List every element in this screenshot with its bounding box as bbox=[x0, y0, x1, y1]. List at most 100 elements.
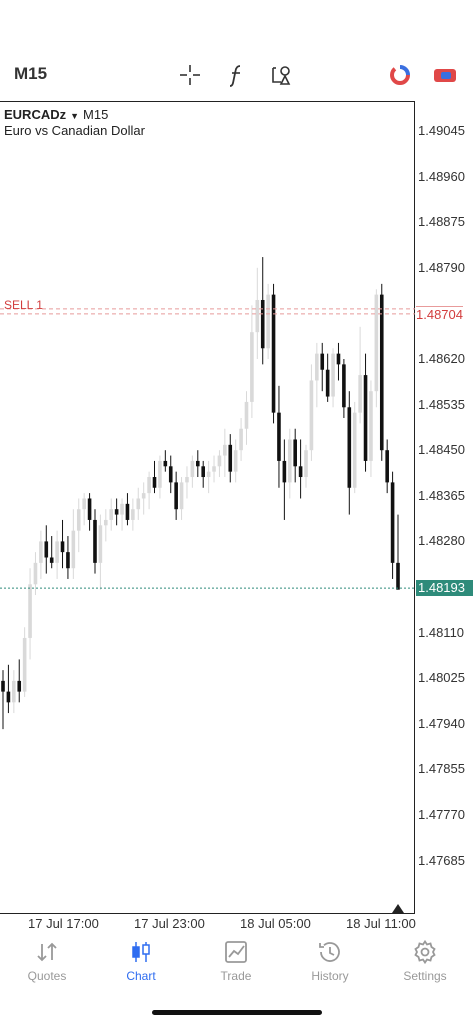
candle bbox=[239, 418, 243, 461]
nav-chart[interactable]: Chart bbox=[94, 942, 188, 983]
candle-body bbox=[260, 299, 265, 349]
candle-body bbox=[1, 680, 5, 692]
candle bbox=[82, 493, 86, 526]
sell-order-label[interactable]: SELL 1 bbox=[4, 297, 43, 312]
candle bbox=[55, 530, 59, 579]
candle bbox=[282, 439, 287, 520]
candle-body bbox=[320, 353, 325, 370]
candle bbox=[250, 305, 254, 419]
candle-body bbox=[277, 412, 281, 461]
candle bbox=[331, 348, 335, 408]
candle-body bbox=[379, 294, 384, 451]
candle bbox=[255, 267, 260, 359]
candle-body bbox=[309, 380, 314, 451]
candle-body bbox=[212, 466, 216, 472]
candle bbox=[277, 385, 281, 488]
candle bbox=[347, 391, 352, 515]
history-icon bbox=[283, 937, 377, 967]
candle bbox=[363, 353, 368, 472]
nav-quotes[interactable]: Quotes bbox=[0, 942, 94, 983]
candle-body bbox=[352, 412, 357, 488]
candle-body bbox=[244, 401, 249, 429]
candle bbox=[147, 471, 151, 510]
candle bbox=[104, 509, 108, 542]
price-axis-label: 1.48875 bbox=[418, 214, 465, 230]
nav-trade[interactable]: Trade bbox=[189, 941, 283, 983]
candle-body bbox=[195, 460, 200, 467]
price-axis-label: 1.48960 bbox=[418, 168, 465, 184]
indicators-icon[interactable] bbox=[221, 60, 251, 90]
candle bbox=[206, 460, 211, 494]
chart-shift-marker-icon[interactable] bbox=[392, 904, 404, 913]
candle-body bbox=[239, 428, 243, 451]
candle-body bbox=[363, 375, 368, 461]
candle-body bbox=[152, 477, 157, 488]
symbol-label[interactable]: EURCADz ▼ M15 bbox=[4, 107, 108, 122]
time-axis-label: 18 Jul 05:00 bbox=[240, 916, 311, 931]
candle bbox=[66, 536, 70, 579]
candle-body bbox=[331, 353, 335, 397]
candle-body bbox=[347, 407, 352, 488]
candle-body bbox=[358, 375, 362, 413]
candle bbox=[325, 353, 330, 402]
time-axis-label: 17 Jul 23:00 bbox=[134, 916, 205, 931]
candle bbox=[390, 471, 395, 579]
price-axis-label: 1.48620 bbox=[418, 351, 465, 366]
candle-body bbox=[374, 294, 379, 392]
one-click-trading-icon[interactable] bbox=[385, 60, 415, 90]
candle bbox=[168, 455, 173, 494]
candle bbox=[228, 434, 233, 483]
account-icon[interactable] bbox=[430, 60, 460, 90]
price-axis-label: 1.47685 bbox=[418, 852, 465, 868]
candle-body bbox=[342, 364, 346, 408]
nav-settings[interactable]: Settings bbox=[378, 939, 472, 983]
objects-icon[interactable] bbox=[267, 60, 297, 90]
candle bbox=[260, 257, 265, 365]
candle-body bbox=[49, 557, 54, 563]
candle bbox=[76, 498, 81, 553]
candle bbox=[141, 482, 146, 515]
candle bbox=[60, 519, 65, 569]
candle-body bbox=[39, 541, 43, 563]
candle bbox=[369, 380, 373, 478]
nav-settings-label: Settings bbox=[403, 969, 447, 983]
candle bbox=[190, 455, 195, 488]
price-axis-label: 1.48365 bbox=[418, 487, 465, 503]
candle-body bbox=[87, 498, 92, 520]
candle bbox=[342, 359, 346, 419]
candle bbox=[304, 444, 308, 488]
candle bbox=[185, 466, 189, 499]
candle bbox=[131, 498, 135, 531]
candle-body bbox=[98, 525, 103, 563]
chart-area[interactable]: EURCADz ▼ M15 Euro vs Canadian Dollar SELL… bbox=[0, 101, 473, 943]
candle-body bbox=[282, 460, 287, 483]
nav-history[interactable]: History bbox=[283, 942, 377, 983]
current-price-label: 1.48193 bbox=[416, 580, 473, 597]
candle-body bbox=[217, 455, 222, 467]
candle-body bbox=[125, 503, 130, 520]
timeframe-button[interactable]: M15 bbox=[14, 64, 48, 83]
candle bbox=[44, 525, 49, 574]
crosshair-icon[interactable] bbox=[175, 60, 205, 90]
candle-body bbox=[250, 332, 254, 402]
candle-body bbox=[255, 299, 260, 333]
candle-body bbox=[369, 391, 373, 461]
candle-body bbox=[174, 482, 178, 510]
nav-chart-label: Chart bbox=[126, 969, 156, 983]
candle bbox=[33, 552, 38, 596]
candle bbox=[385, 439, 389, 494]
price-axis-label: 1.47770 bbox=[418, 807, 465, 822]
candle bbox=[233, 439, 238, 483]
candle-body bbox=[163, 460, 168, 467]
symbol-dropdown-icon: ▼ bbox=[70, 111, 80, 121]
candle bbox=[93, 509, 97, 574]
candle-body bbox=[22, 637, 27, 692]
candle bbox=[358, 326, 362, 424]
price-axis-label: 1.47940 bbox=[418, 715, 465, 731]
candle bbox=[163, 450, 168, 472]
candle bbox=[374, 289, 379, 408]
candlestick-chart bbox=[0, 257, 415, 913]
chart-toolbar: M15 bbox=[0, 52, 473, 100]
home-indicator bbox=[152, 1010, 322, 1015]
candle-body bbox=[76, 509, 81, 531]
